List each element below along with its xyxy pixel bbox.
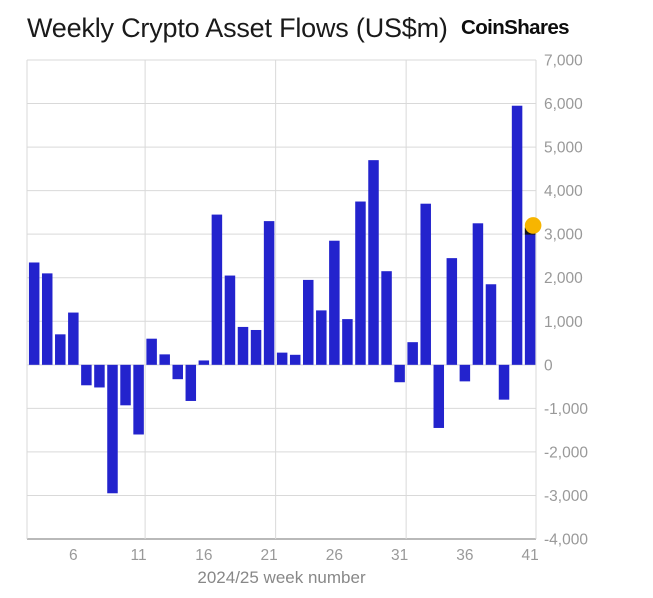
- x-tick-label: 6: [69, 547, 78, 564]
- flow-bar-week-21: [263, 221, 275, 365]
- x-tick-label: 26: [326, 547, 343, 564]
- flow-bar-week-35: [446, 258, 458, 365]
- flow-bar-week-37: [472, 223, 484, 365]
- x-tick-label: 31: [391, 547, 408, 564]
- y-tick-label: -1,000: [544, 401, 588, 418]
- flow-bar-week-14: [172, 364, 183, 380]
- highlight-dot: [524, 217, 542, 234]
- flow-bar-week-16: [198, 360, 210, 365]
- y-tick-label: 2,000: [544, 270, 583, 287]
- flow-bar-week-24: [303, 279, 314, 365]
- flow-bar-week-5: [55, 334, 66, 365]
- flow-bar-week-26: [329, 240, 340, 365]
- flow-bar-week-32: [407, 342, 418, 365]
- flow-bar-week-25: [316, 310, 327, 365]
- flow-bar-week-4: [41, 273, 53, 365]
- y-tick-label: 7,000: [544, 53, 583, 70]
- flow-bar-week-8: [94, 364, 105, 388]
- flow-bar-week-31: [394, 364, 405, 383]
- x-tick-label: 41: [522, 547, 539, 564]
- flow-bar-week-6: [68, 312, 79, 365]
- flow-bar-week-20: [250, 329, 262, 365]
- flow-bar-week-36: [459, 364, 471, 382]
- y-tick-label: 1,000: [544, 314, 583, 331]
- y-tick-label: -4,000: [544, 532, 588, 549]
- flow-bar-week-28: [355, 201, 366, 365]
- y-tick-label: 0: [544, 357, 553, 374]
- x-tick-label: 36: [456, 547, 473, 564]
- flow-bar-week-7: [81, 364, 92, 386]
- flow-bar-week-27: [342, 319, 353, 365]
- flow-bar-week-12: [146, 338, 157, 365]
- y-tick-label: 5,000: [544, 140, 583, 157]
- y-tick-label: 4,000: [544, 183, 583, 200]
- x-tick-label: 21: [260, 547, 277, 564]
- flow-bar-week-29: [368, 160, 379, 365]
- flow-bar-week-23: [289, 354, 301, 365]
- x-tick-label: 11: [131, 547, 147, 564]
- y-tick-label: 6,000: [544, 96, 583, 113]
- flow-bar-week-22: [276, 352, 288, 365]
- flow-bar-week-3: [28, 262, 40, 365]
- flow-bar-week-15: [185, 364, 197, 401]
- x-tick-label: 16: [195, 547, 212, 564]
- flow-bar-week-18: [224, 275, 236, 365]
- flow-bar-week-39: [498, 364, 510, 400]
- page-title: Weekly Crypto Asset Flows (US$m): [27, 13, 448, 43]
- y-tick-label: -2,000: [544, 444, 588, 461]
- y-tick-label: 3,000: [544, 227, 583, 244]
- flow-bar-week-40: [511, 105, 523, 365]
- flow-bar-week-41: [524, 227, 536, 365]
- flow-bar-week-13: [159, 354, 170, 365]
- flow-bar-week-17: [211, 214, 223, 365]
- flow-bar-week-10: [120, 364, 131, 406]
- flow-bar-week-34: [433, 364, 445, 428]
- x-axis-title: 2024/25 week number: [197, 568, 366, 587]
- flow-bar-week-30: [381, 271, 392, 365]
- flow-bar-week-11: [133, 364, 144, 435]
- flow-bar-week-19: [237, 326, 249, 365]
- flow-bar-week-9: [107, 364, 118, 494]
- coinshares-logo: CoinShares: [461, 16, 570, 39]
- flow-bar-week-33: [420, 203, 431, 365]
- flow-bar-week-38: [485, 284, 497, 365]
- y-tick-label: -3,000: [544, 488, 588, 505]
